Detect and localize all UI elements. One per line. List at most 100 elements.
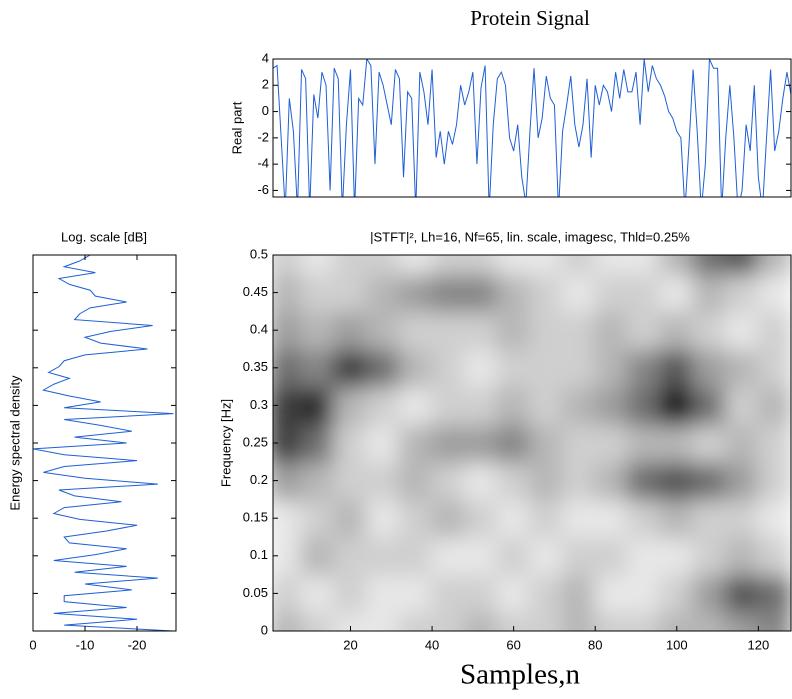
heatmap-cell: [757, 498, 791, 538]
heatmap-cell: [333, 423, 368, 463]
heatmap-cell: [626, 423, 662, 463]
x-tick-label: -10: [76, 637, 95, 652]
heatmap-cell: [333, 310, 368, 350]
heatmap-cell: [398, 536, 434, 576]
y-tick-label: 0.05: [243, 585, 268, 600]
heatmap-cell: [724, 272, 760, 313]
heatmap-cell: [594, 498, 629, 538]
heatmap-cell: [561, 536, 597, 576]
heatmap-cell: [496, 423, 531, 463]
heatmap-cell: [659, 310, 695, 350]
axes-box: [272, 58, 792, 198]
y-tick-label: 0.5: [250, 246, 268, 261]
heatmap-cell: [431, 460, 466, 501]
y-tick-label: 0.3: [250, 397, 268, 412]
heatmap-cell: [528, 536, 564, 576]
y-tick-label: 0.2: [250, 472, 268, 487]
heatmap-cell: [659, 573, 695, 614]
heatmap-cell: [757, 611, 791, 631]
heatmap-cell: [398, 423, 434, 463]
heatmap-cell: [431, 498, 466, 538]
heatmap-cell: [300, 536, 336, 576]
heatmap-cell: [757, 348, 791, 388]
heatmap-cell: [692, 310, 727, 350]
axes-box: [272, 254, 792, 632]
heatmap-cell: [496, 536, 531, 576]
heatmap-cell: [594, 573, 629, 614]
heatmap-cell: [431, 423, 466, 463]
heatmap-cell: [528, 611, 564, 631]
heatmap-cell: [724, 573, 760, 614]
heatmap-cell: [692, 348, 727, 388]
heatmap-cell: [561, 255, 597, 275]
heatmap-cell: [528, 385, 564, 426]
heatmap-cell: [365, 536, 401, 576]
heatmap-cell: [431, 348, 466, 388]
heatmap-cell: [757, 255, 791, 275]
heatmap-cell: [365, 310, 401, 350]
y-tick-label: 0: [262, 103, 269, 118]
heatmap-cell: [431, 272, 466, 313]
heatmap-cell: [463, 255, 499, 275]
heatmap-cell: [365, 498, 401, 538]
panel-title: |STFT|², Lh=16, Nf=65, lin. scale, image…: [370, 229, 690, 244]
plot-area: [273, 59, 791, 197]
heatmap-cell: [431, 385, 466, 426]
heatmap-cell: [659, 348, 695, 388]
y-tick-label: 0.45: [243, 284, 268, 299]
heatmap-cell: [594, 460, 629, 501]
heatmap-cell: [561, 348, 597, 388]
heatmap-cell: [496, 573, 531, 614]
chart-title: Protein Signal: [470, 6, 590, 30]
heatmap-cell: [300, 498, 336, 538]
heatmap-cell: [757, 573, 791, 614]
heatmap-cell: [463, 423, 499, 463]
heatmap-cell: [333, 536, 368, 576]
x-tick-label: 0: [29, 637, 36, 652]
heatmap-cell: [659, 272, 695, 313]
x-axis-label: Samples,n: [460, 659, 581, 691]
y-tick-label: 0.15: [243, 510, 268, 525]
y-axis-label: Energy spectral density: [7, 375, 22, 511]
heatmap-cell: [365, 348, 401, 388]
heatmap-cell: [659, 423, 695, 463]
heatmap-cell: [333, 611, 368, 631]
heatmap-cell: [431, 611, 466, 631]
heatmap-cell: [724, 385, 760, 426]
heatmap-cell: [626, 310, 662, 350]
heatmap-cell: [365, 272, 401, 313]
heatmap-cell: [594, 611, 629, 631]
heatmap-cell: [757, 272, 791, 313]
heatmap-cell: [333, 348, 368, 388]
heatmap-cell: [300, 255, 336, 275]
heatmap-cell: [333, 255, 368, 275]
y-tick-label: 0.25: [243, 434, 268, 449]
heatmap-cell: [333, 573, 368, 614]
heatmap-cell: [398, 460, 434, 501]
heatmap-cell: [431, 573, 466, 614]
heatmap-cell: [561, 460, 597, 501]
heatmap-cell: [463, 460, 499, 501]
heatmap-cell: [659, 385, 695, 426]
x-tick-label: 120: [748, 637, 770, 652]
heatmap-cell: [398, 498, 434, 538]
heatmap-cell: [398, 255, 434, 275]
heatmap-cell: [528, 348, 564, 388]
heatmap-cell: [626, 460, 662, 501]
heatmap-cell: [398, 611, 434, 631]
heatmap-cell: [626, 272, 662, 313]
heatmap-cell: [724, 310, 760, 350]
heatmap-cell: [561, 310, 597, 350]
heatmap-cell: [692, 460, 727, 501]
heatmap-cell: [365, 611, 401, 631]
y-tick-label: 0.1: [250, 547, 268, 562]
plot-area: [33, 255, 174, 631]
heatmap-cell: [496, 310, 531, 350]
heatmap-cell: [659, 255, 695, 275]
heatmap-cell: [273, 255, 303, 275]
heatmap-cell: [528, 423, 564, 463]
heatmap-cell: [692, 498, 727, 538]
heatmap-cell: [626, 573, 662, 614]
heatmap-cell: [496, 272, 531, 313]
heatmap-cell: [561, 498, 597, 538]
